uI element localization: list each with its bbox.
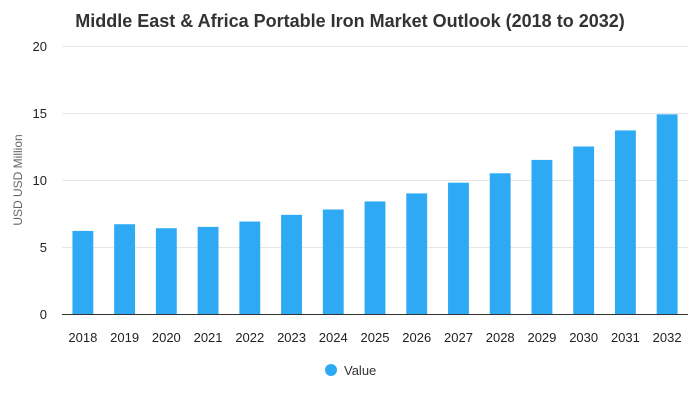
bar[interactable] [72,230,94,314]
y-tick-label: 20 [33,39,47,54]
x-tick-label: 2020 [152,330,181,345]
x-axis-ticks: 2018 2019 2020 2021 2022 2023 2024 2025 2026 2027… [68,330,681,345]
bar[interactable] [489,173,511,314]
bar[interactable] [531,159,553,314]
y-axis-title: USD USD Million [11,134,25,225]
x-tick-label: 2031 [611,330,640,345]
bar[interactable] [114,224,136,314]
x-tick-label: 2021 [194,330,223,345]
bar[interactable] [239,221,261,314]
x-tick-label: 2018 [68,330,97,345]
x-tick-label: 2029 [527,330,556,345]
x-tick-label: 2032 [653,330,682,345]
chart-title: Middle East & Africa Portable Iron Marke… [75,11,624,31]
x-tick-label: 2027 [444,330,473,345]
x-tick-label: 2028 [486,330,515,345]
y-tick-label: 10 [33,173,47,188]
y-tick-label: 5 [40,240,47,255]
y-axis-ticks: 0 5 10 15 20 [33,39,47,322]
x-tick-label: 2026 [402,330,431,345]
bar[interactable] [281,214,302,314]
x-tick-label: 2030 [569,330,598,345]
bar[interactable] [448,182,469,314]
bar[interactable] [155,228,177,314]
y-tick-label: 15 [33,106,47,121]
bar[interactable] [406,193,428,314]
bar[interactable] [322,209,344,314]
bars [72,114,678,315]
bar[interactable] [573,146,595,315]
x-tick-label: 2023 [277,330,306,345]
legend-label: Value [344,363,376,378]
bar[interactable] [364,201,386,314]
legend-swatch-icon [325,364,337,376]
bar[interactable] [197,226,219,314]
bar[interactable] [614,130,636,314]
legend[interactable]: Value [325,363,376,378]
bar[interactable] [656,114,678,314]
x-tick-label: 2019 [110,330,139,345]
x-tick-label: 2024 [319,330,348,345]
y-tick-label: 0 [40,307,47,322]
x-tick-label: 2022 [235,330,264,345]
x-tick-label: 2025 [361,330,390,345]
